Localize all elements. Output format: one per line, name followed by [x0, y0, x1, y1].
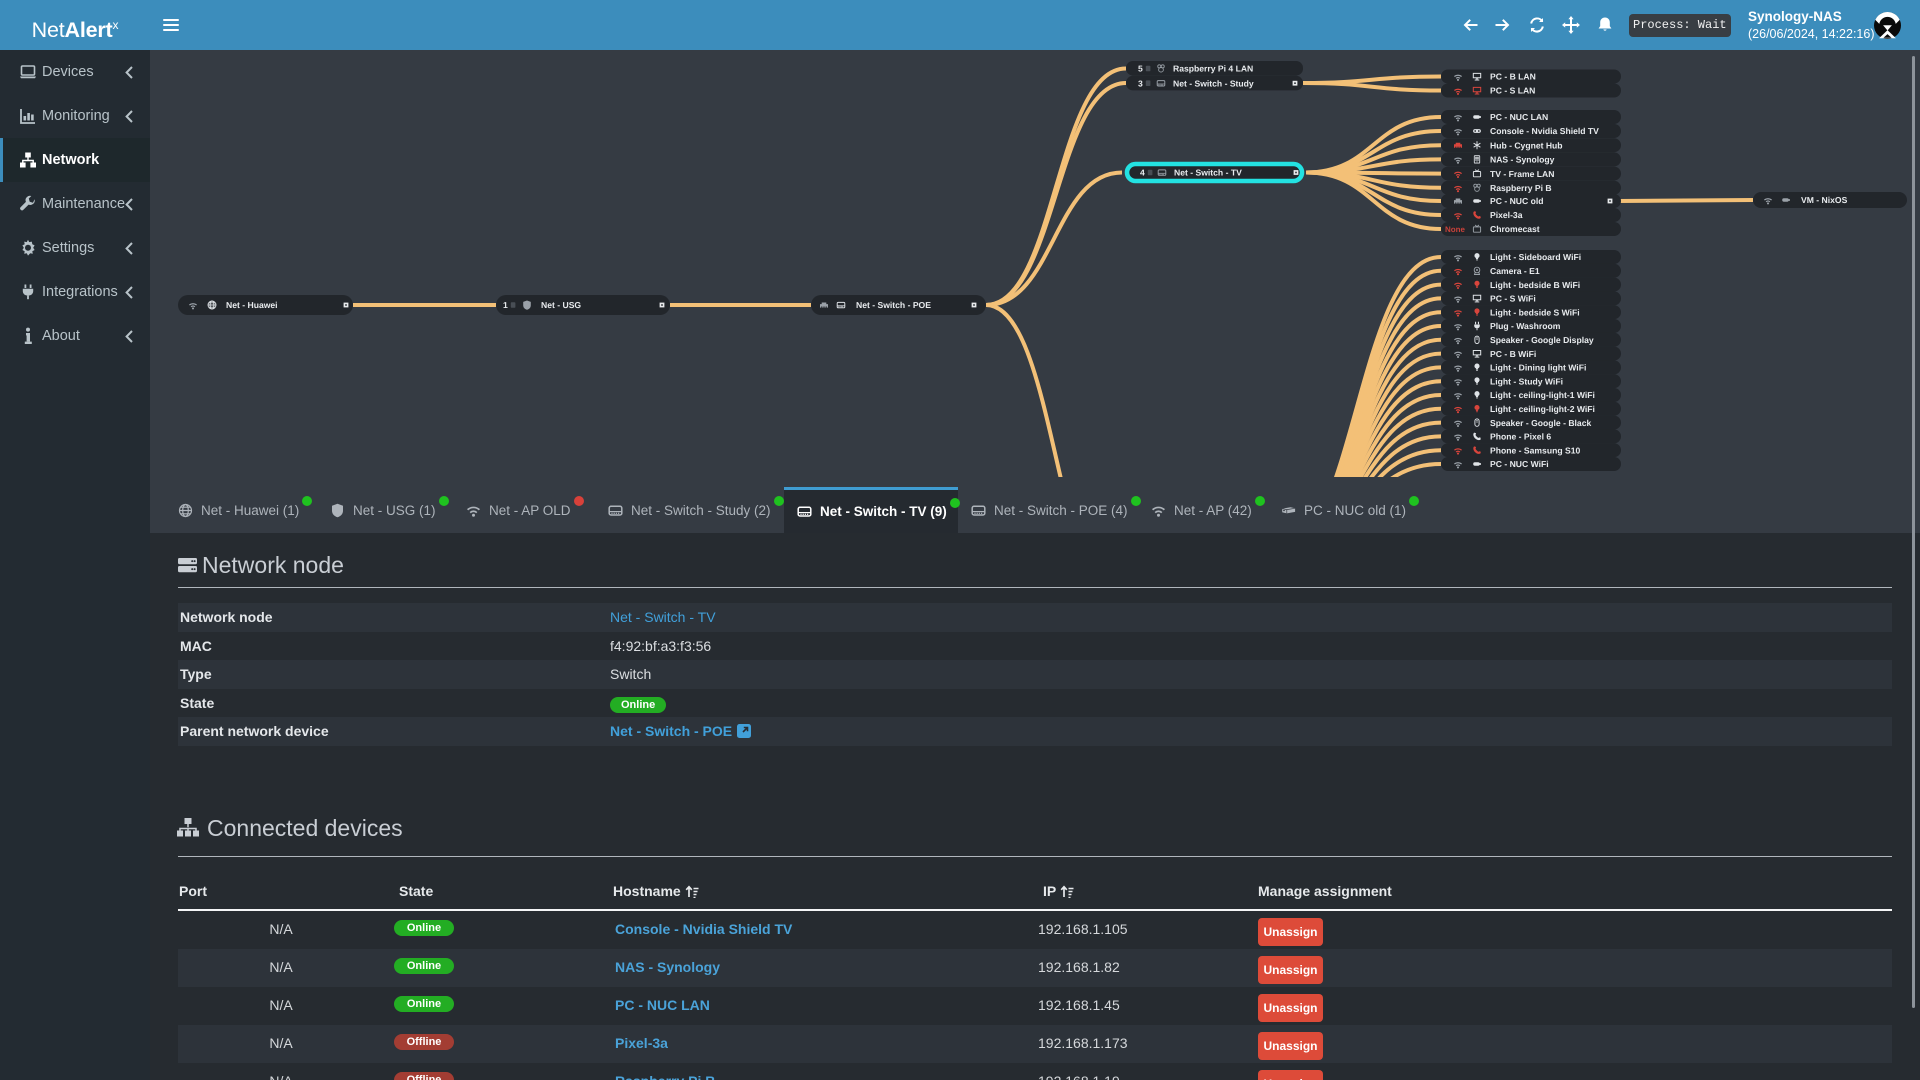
svg-text:NAS - Synology: NAS - Synology [1490, 155, 1555, 165]
svg-text:Light - bedside B WiFi: Light - bedside B WiFi [1490, 280, 1580, 290]
svg-text:Net - Huawei: Net - Huawei [226, 300, 278, 310]
svg-text:1: 1 [503, 300, 508, 310]
svg-text:PC - S WiFi: PC - S WiFi [1490, 294, 1536, 304]
svg-text:PC - NUC LAN: PC - NUC LAN [1490, 112, 1548, 122]
svg-text:Speaker - Google Display: Speaker - Google Display [1490, 335, 1594, 345]
svg-text:PC - S LAN: PC - S LAN [1490, 86, 1535, 96]
svg-text:Net - Switch - Study: Net - Switch - Study [1173, 78, 1254, 88]
svg-text:Light - Dining light WiFi: Light - Dining light WiFi [1490, 363, 1586, 373]
svg-text:Phone - Samsung S10: Phone - Samsung S10 [1490, 445, 1580, 455]
svg-text:Net - USG: Net - USG [541, 300, 581, 310]
svg-text:Raspberry Pi B: Raspberry Pi B [1490, 183, 1552, 193]
svg-text:Hub - Cygnet Hub: Hub - Cygnet Hub [1490, 140, 1563, 150]
svg-text:PC - B WiFi: PC - B WiFi [1490, 349, 1536, 359]
svg-text:Light - Sideboard WiFi: Light - Sideboard WiFi [1490, 252, 1581, 262]
svg-text:Plug - Washroom: Plug - Washroom [1490, 321, 1561, 331]
svg-text:VM - NixOS: VM - NixOS [1801, 195, 1848, 205]
svg-text:Camera - E1: Camera - E1 [1490, 266, 1540, 276]
svg-text:Light - Study WiFi: Light - Study WiFi [1490, 376, 1563, 386]
svg-text:Phone - Pixel 6: Phone - Pixel 6 [1490, 432, 1551, 442]
svg-text:5: 5 [1138, 64, 1143, 74]
svg-text:Light - bedside S WiFi: Light - bedside S WiFi [1490, 307, 1580, 317]
svg-text:Net - Switch - TV: Net - Switch - TV [1174, 168, 1242, 178]
svg-text:PC - B LAN: PC - B LAN [1490, 72, 1536, 82]
svg-text:PC - NUC WiFi: PC - NUC WiFi [1490, 459, 1549, 469]
svg-text:Light - ceiling-light-1 WiFi: Light - ceiling-light-1 WiFi [1490, 390, 1595, 400]
svg-text:Console - Nvidia Shield TV: Console - Nvidia Shield TV [1490, 126, 1599, 136]
svg-text:Chromecast: Chromecast [1490, 224, 1540, 234]
svg-text:Net - Switch - POE: Net - Switch - POE [856, 300, 931, 310]
svg-text:PC - NUC old: PC - NUC old [1490, 196, 1543, 206]
svg-text:Pixel-3a: Pixel-3a [1490, 210, 1523, 220]
svg-text:Light - ceiling-light-2 WiFi: Light - ceiling-light-2 WiFi [1490, 404, 1595, 414]
svg-text:Raspberry Pi 4 LAN: Raspberry Pi 4 LAN [1173, 64, 1253, 74]
svg-text:Speaker - Google - Black: Speaker - Google - Black [1490, 418, 1591, 428]
svg-text:4: 4 [1140, 168, 1145, 178]
svg-text:None: None [1445, 225, 1466, 234]
svg-text:TV - Frame LAN: TV - Frame LAN [1490, 169, 1554, 179]
svg-text:3: 3 [1138, 78, 1143, 88]
